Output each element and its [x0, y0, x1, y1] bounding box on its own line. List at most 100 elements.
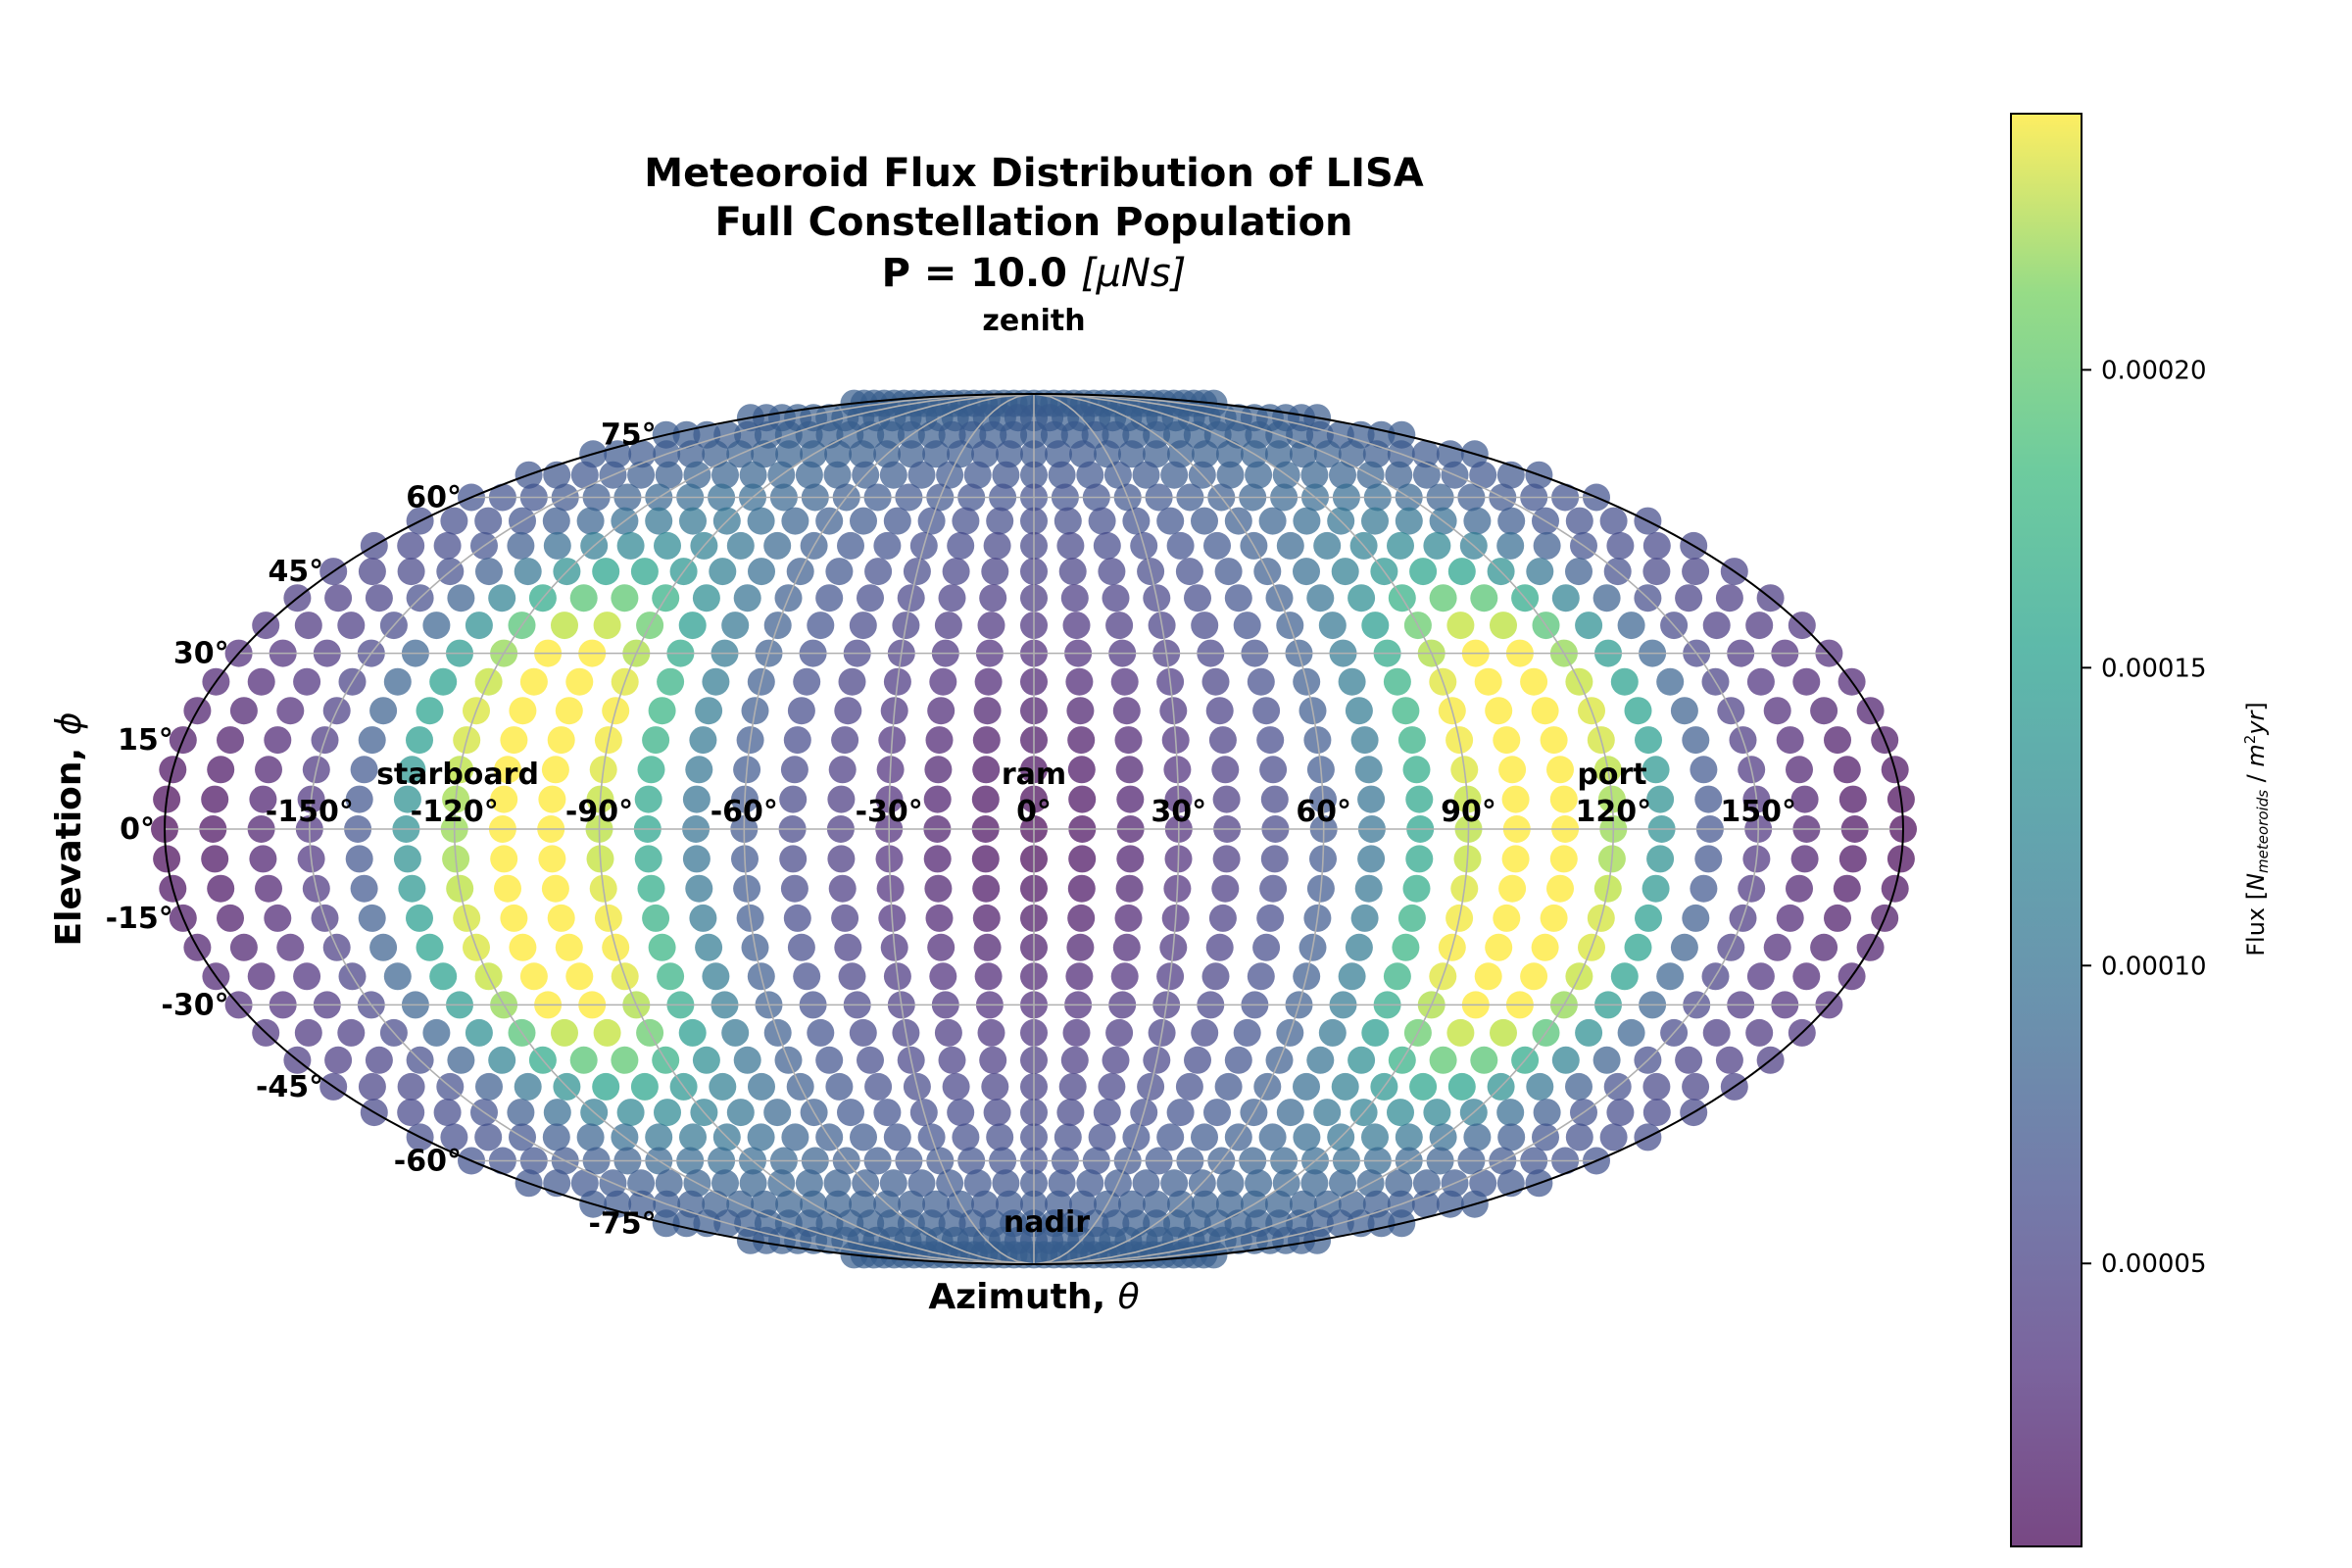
flux-point: [1694, 845, 1723, 873]
flux-point: [565, 667, 594, 696]
flux-point: [938, 1046, 966, 1074]
flux-point: [406, 904, 433, 932]
flux-point: [783, 904, 811, 932]
flux-point: [685, 874, 713, 903]
flux-point: [416, 697, 444, 725]
graticule: [165, 394, 1903, 1264]
flux-point: [972, 904, 1001, 932]
flux-point: [393, 845, 421, 873]
x-tick-label: -150°: [266, 795, 354, 829]
flux-point: [1156, 507, 1185, 535]
flux-point: [1175, 1072, 1203, 1101]
flux-point: [1191, 507, 1218, 535]
flux-point: [692, 584, 720, 612]
flux-point: [358, 904, 386, 932]
flux-point: [1058, 1072, 1087, 1101]
flux-point: [1313, 531, 1342, 560]
flux-point: [247, 667, 275, 696]
flux-point: [1642, 1099, 1671, 1127]
x-tick-label: 30°: [1151, 795, 1206, 829]
flux-point: [519, 667, 548, 696]
flux-point: [1447, 558, 1476, 586]
flux-point: [1412, 1169, 1441, 1198]
y-tick-labels: -75° -60° -45° -30° -15° 0° 15° 30° 45° 60° 75°: [106, 418, 657, 1242]
flux-point: [1331, 558, 1359, 586]
flux-point: [1575, 1018, 1603, 1047]
flux-point: [857, 584, 884, 612]
flux-point: [1549, 845, 1578, 873]
flux-point: [702, 440, 730, 468]
flux-point: [1702, 1018, 1731, 1047]
flux-point: [780, 874, 808, 903]
chart-title-line-3: P = 10.0 [μNs]: [882, 251, 1187, 296]
flux-point: [979, 584, 1007, 612]
colorbar-label-prefix: Flux [: [2242, 891, 2270, 956]
flux-point: [1624, 933, 1652, 961]
title-param-prefix: P = 10.0: [882, 251, 1081, 296]
flux-point: [519, 962, 548, 991]
flux-point: [1260, 845, 1289, 873]
flux-point: [685, 756, 713, 784]
flux-point: [898, 440, 926, 468]
flux-point: [739, 1169, 767, 1198]
x-tick-label: -90°: [565, 795, 633, 829]
flux-point: [942, 1072, 970, 1101]
flux-point: [780, 756, 808, 784]
flux-point: [1252, 933, 1281, 961]
flux-point: [630, 558, 659, 586]
flux-point: [823, 461, 852, 489]
flux-point: [249, 785, 277, 813]
flux-point: [514, 1072, 542, 1101]
flux-point: [781, 1123, 809, 1152]
flux-point: [1610, 667, 1639, 696]
flux-point: [1318, 1018, 1347, 1047]
flux-point: [433, 1099, 462, 1127]
flux-point: [1617, 1018, 1645, 1047]
flux-point: [689, 904, 717, 932]
flux-point: [541, 874, 569, 903]
flux-point: [611, 1046, 639, 1074]
flux-point: [1191, 1018, 1219, 1047]
flux-point: [1112, 933, 1141, 961]
flux-point: [1132, 1169, 1160, 1198]
flux-point: [509, 933, 537, 961]
flux-point: [1531, 697, 1559, 725]
flux-point: [1205, 933, 1234, 961]
flux-point: [1306, 1046, 1335, 1074]
flux-point: [1214, 558, 1243, 586]
flux-point: [365, 1046, 393, 1074]
flux-point: [963, 1169, 992, 1198]
flux-point: [1102, 1046, 1130, 1074]
flux-point: [925, 726, 954, 755]
flux-point: [1446, 612, 1475, 640]
flux-point: [345, 845, 373, 873]
flux-point: [429, 667, 458, 696]
flux-point: [1357, 785, 1386, 813]
flux-point: [1260, 785, 1289, 813]
flux-point: [1549, 785, 1578, 813]
flux-point: [1191, 1123, 1218, 1152]
flux-point: [365, 584, 393, 612]
flux-point: [1520, 962, 1548, 991]
flux-point: [1409, 558, 1438, 586]
flux-point: [1397, 904, 1426, 932]
flux-point: [775, 440, 804, 468]
flux-point: [1498, 874, 1527, 903]
y-tick-label: -45°: [256, 1070, 323, 1104]
flux-point: [1142, 440, 1170, 468]
flux-point: [1715, 1046, 1743, 1074]
flux-point: [1551, 584, 1580, 612]
flux-point: [831, 726, 859, 755]
flux-point: [721, 1018, 750, 1047]
flux-point: [1066, 697, 1095, 725]
flux-point: [1338, 667, 1366, 696]
flux-point: [1245, 1169, 1273, 1198]
flux-point: [1447, 1072, 1476, 1101]
flux-point: [883, 507, 911, 535]
flux-point: [1436, 1190, 1464, 1218]
flux-point: [494, 874, 521, 903]
flux-point: [879, 461, 907, 489]
flux-point: [1211, 756, 1240, 784]
flux-point: [576, 1123, 605, 1152]
flux-point: [907, 461, 936, 489]
